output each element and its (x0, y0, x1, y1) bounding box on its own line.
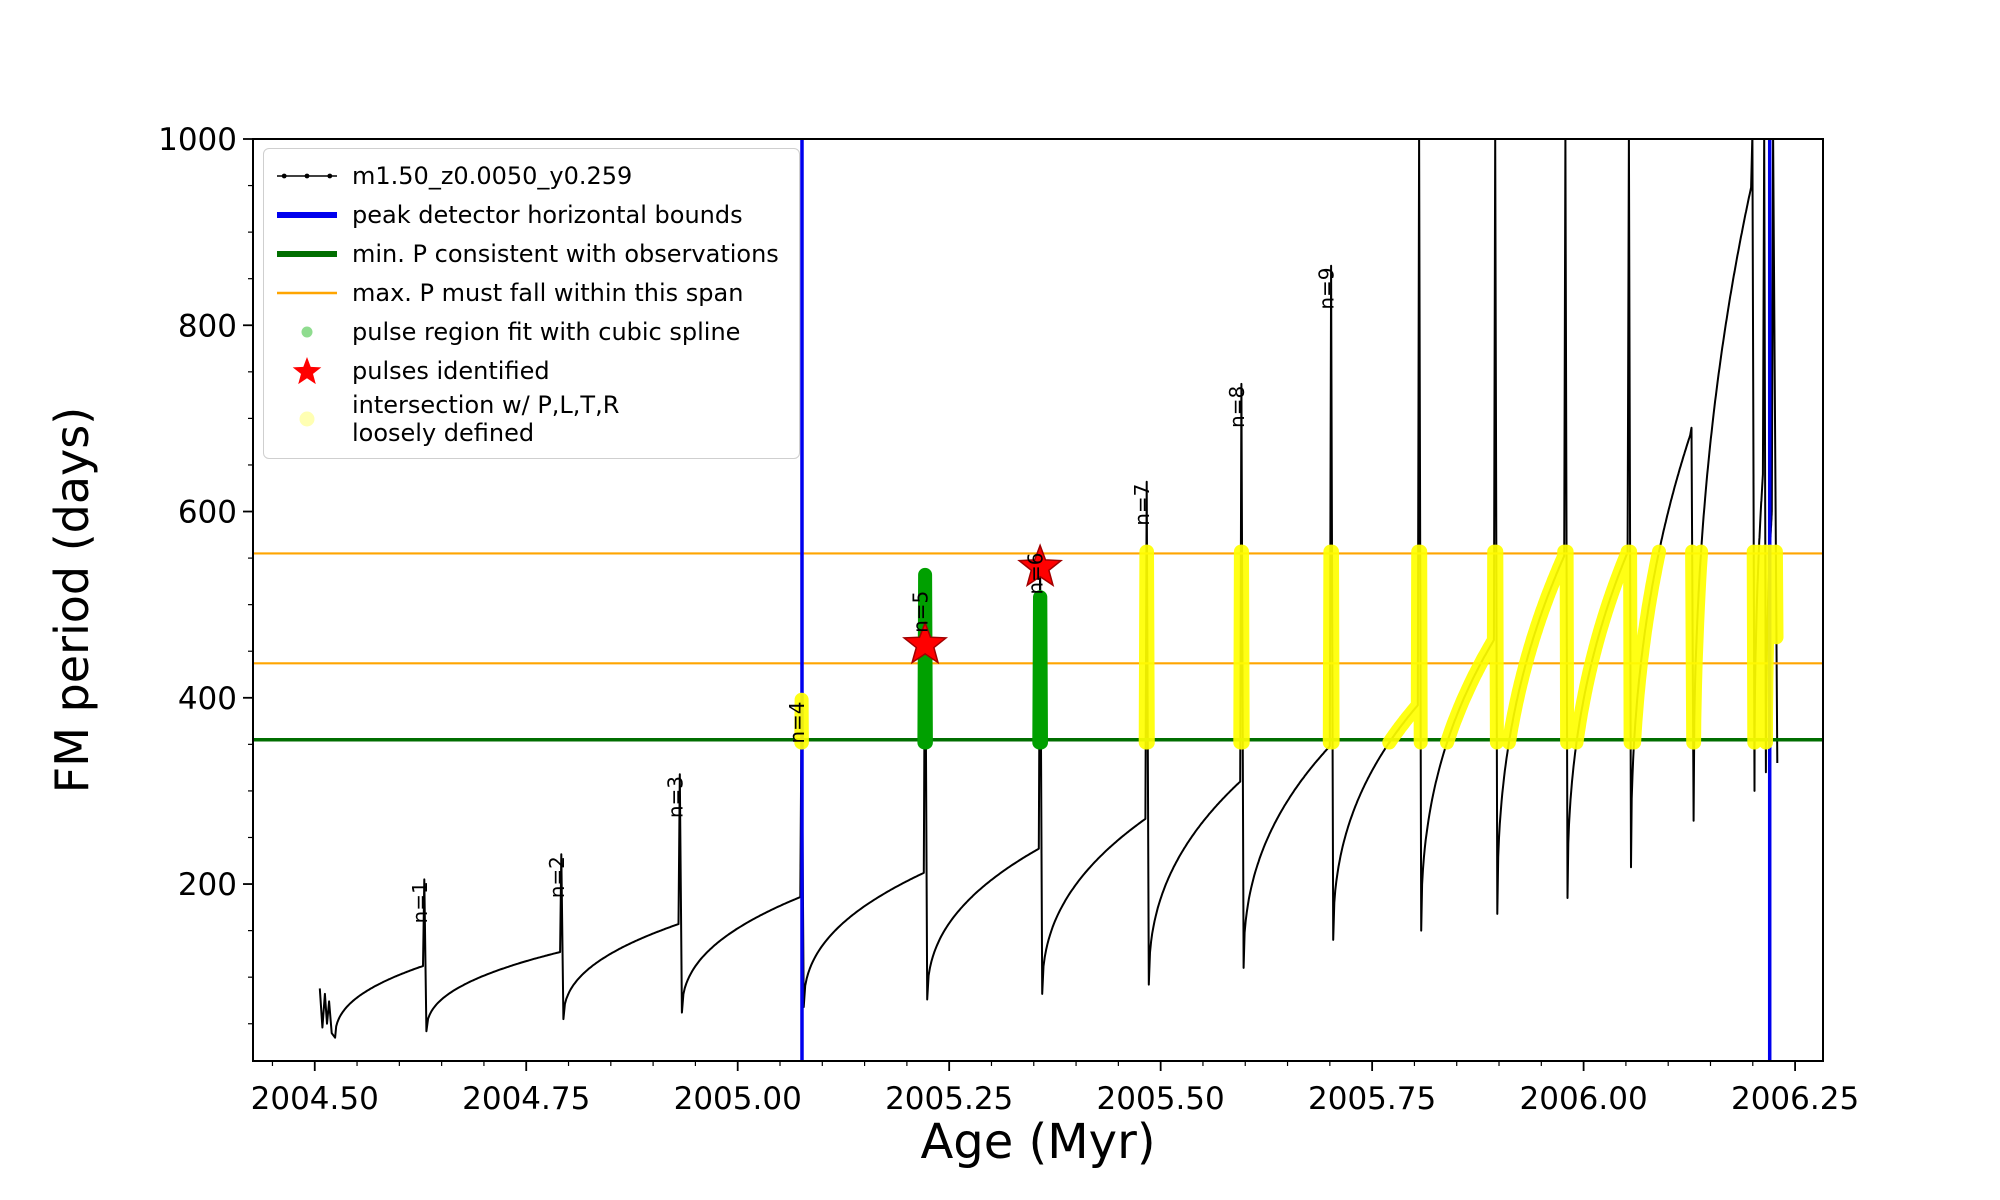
y-tick-label: 200 (178, 867, 237, 903)
legend-label: max. P must fall within this span (352, 278, 744, 307)
x-tick-label: 2005.25 (885, 1081, 1013, 1117)
max-p-line-icon (277, 291, 337, 295)
min-p-line-icon (277, 251, 337, 257)
pulse-label: n=2 (545, 856, 569, 898)
legend-item: peak detector horizontal bounds (274, 196, 779, 234)
pulse-label: n=4 (785, 702, 809, 744)
legend-item: pulses identified (274, 352, 779, 390)
x-tick-label: 2005.75 (1308, 1081, 1436, 1117)
x-tick-label: 2006.00 (1520, 1081, 1648, 1117)
legend-item: m1.50_z0.0050_y0.259 (274, 157, 779, 195)
pulse-star (902, 620, 949, 665)
x-tick-label: 2006.25 (1731, 1081, 1859, 1117)
legend-item: intersection w/ P,L,T,R loosely defined (274, 391, 779, 448)
y-tick-label: 600 (178, 495, 237, 531)
spline-dot-icon (301, 326, 313, 338)
spline-regions (917, 567, 1048, 750)
x-tick-label: 2005.50 (1097, 1081, 1225, 1117)
pulse-label: n=9 (1315, 268, 1339, 310)
x-axis-label: Age (Myr) (920, 1114, 1155, 1170)
pulse-label: n=5 (909, 591, 933, 633)
intersection-highlights (794, 544, 1784, 750)
legend-item: max. P must fall within this span (274, 274, 779, 312)
pulse-stars (902, 543, 1064, 665)
y-axis-label: FM period (days) (45, 407, 99, 793)
legend-item: pulse region fit with cubic spline (274, 313, 779, 351)
legend-item: min. P consistent with observations (274, 235, 779, 273)
series-line-icon (277, 173, 337, 179)
legend-label: intersection w/ P,L,T,R loosely defined (352, 391, 620, 448)
pulse-label: n=1 (408, 881, 432, 923)
pulse-label: n=6 (1024, 553, 1048, 595)
bounds-line-icon (277, 212, 337, 218)
series-curve (318, 139, 1779, 1039)
legend-label: m1.50_z0.0050_y0.259 (352, 161, 633, 190)
x-tick-label: 2005.00 (674, 1081, 802, 1117)
x-tick-label: 2004.75 (462, 1081, 590, 1117)
intersection-dot-icon (299, 411, 315, 427)
y-tick-label: 1000 (158, 122, 237, 158)
legend-label: min. P consistent with observations (352, 239, 779, 268)
legend-label: pulses identified (352, 356, 550, 385)
pulse-label: n=3 (663, 776, 687, 818)
y-tick-label: 800 (178, 308, 237, 344)
pulse-label: n=7 (1130, 484, 1154, 526)
x-tick-label: 2004.50 (251, 1081, 379, 1117)
pulse-star-icon (292, 357, 322, 385)
y-tick-label: 400 (178, 681, 237, 717)
legend: m1.50_z0.0050_y0.259 peak detector horiz… (263, 148, 800, 459)
legend-label: pulse region fit with cubic spline (352, 317, 741, 346)
pulse-star (1017, 543, 1064, 587)
pulse-label: n=8 (1225, 386, 1249, 428)
legend-label: peak detector horizontal bounds (352, 200, 743, 229)
pulse-labels: n=1 n=2 n=3 n=4 n=5 n=6 n=7 n=8 n=9 (408, 268, 1339, 924)
axes: 2004.50 2004.75 2005.00 2005.25 2005.50 2005.… (45, 122, 1859, 1170)
